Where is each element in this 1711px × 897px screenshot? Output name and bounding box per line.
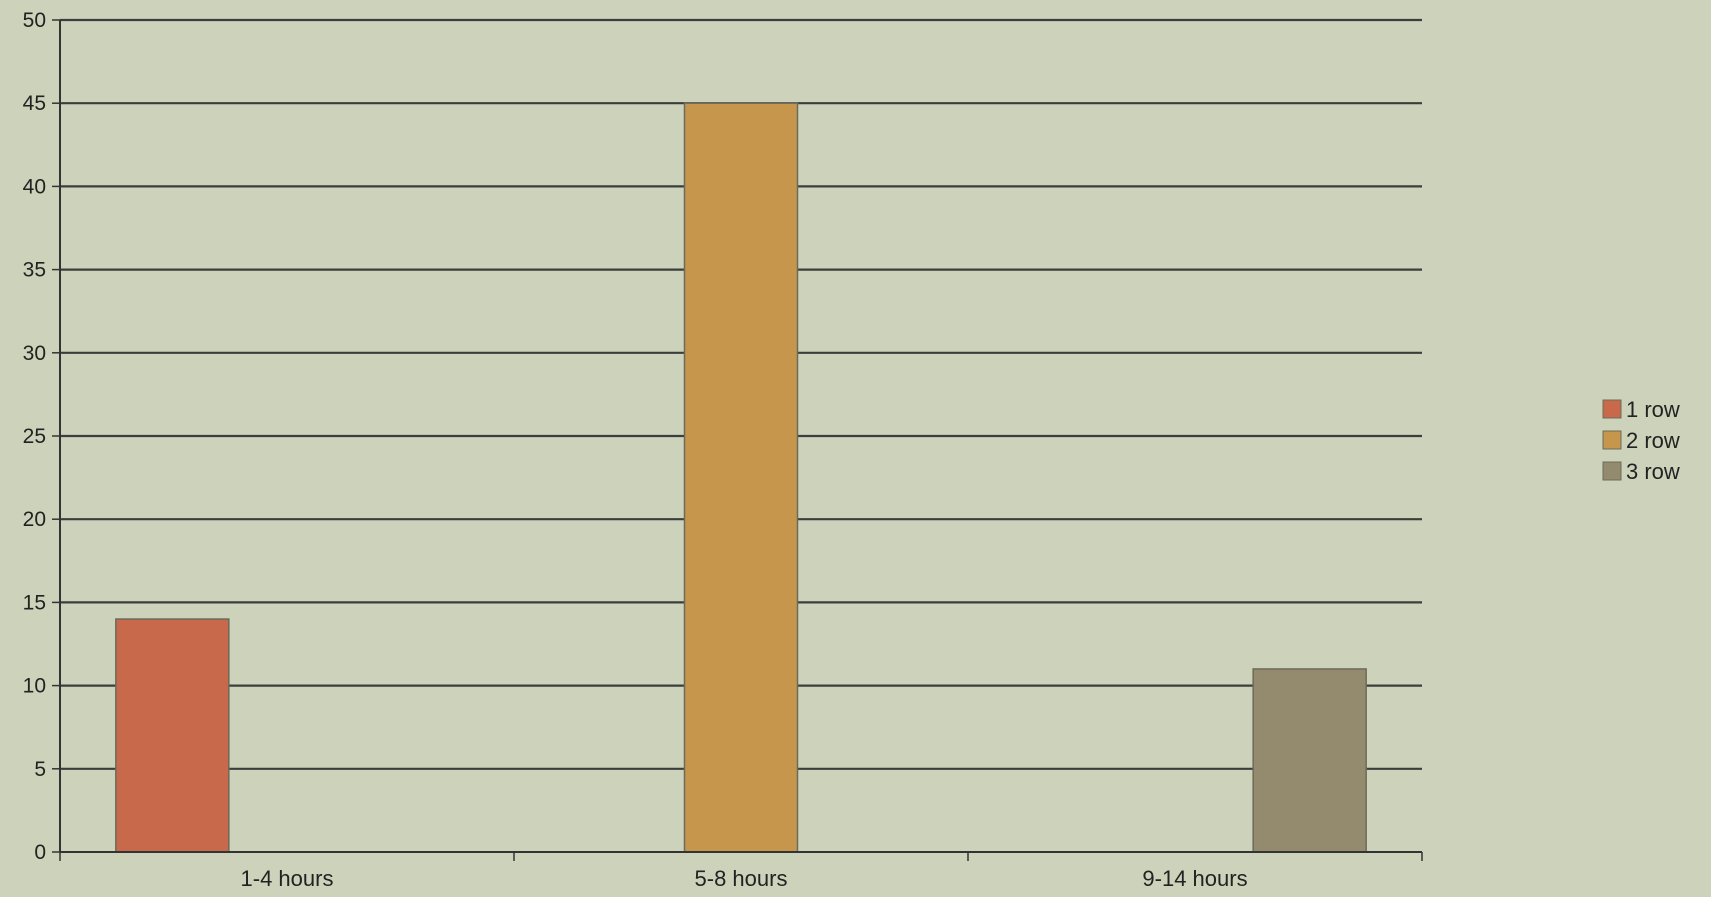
- bar-1-row: [115, 618, 230, 853]
- bar-2-row: [683, 102, 799, 853]
- y-tick-label: 25: [23, 425, 46, 448]
- bars: [115, 102, 1367, 853]
- y-tick-label: 35: [23, 259, 46, 282]
- legend-label: 3 row: [1626, 459, 1680, 484]
- y-tick-label: 10: [23, 675, 46, 698]
- bar-3-row: [1252, 668, 1367, 853]
- y-tick-label: 50: [23, 9, 46, 32]
- y-tick-label: 5: [34, 758, 46, 781]
- x-tick-label: 9-14 hours: [1142, 866, 1247, 891]
- y-tick-label: 40: [23, 175, 46, 198]
- legend-label: 1 row: [1626, 397, 1680, 422]
- y-tick-label: 0: [34, 841, 46, 864]
- legend-swatch: [1602, 399, 1622, 419]
- axes: 0 5 10 15 20 25 30 35 40 45 50 1-4 hours 5-8 hours 9-…: [23, 9, 1423, 891]
- y-tick-label: 30: [23, 342, 46, 365]
- legend-swatch: [1602, 430, 1622, 450]
- x-tick-label: 5-8 hours: [695, 866, 788, 891]
- y-tick-label: 15: [23, 591, 46, 614]
- legend-label: 2 row: [1626, 428, 1680, 453]
- legend: 1 row 2 row 3 row: [1602, 397, 1680, 484]
- y-tick-label: 45: [23, 92, 46, 115]
- legend-swatch: [1602, 461, 1622, 481]
- y-tick-label: 20: [23, 508, 46, 531]
- x-tick-label: 1-4 hours: [241, 866, 334, 891]
